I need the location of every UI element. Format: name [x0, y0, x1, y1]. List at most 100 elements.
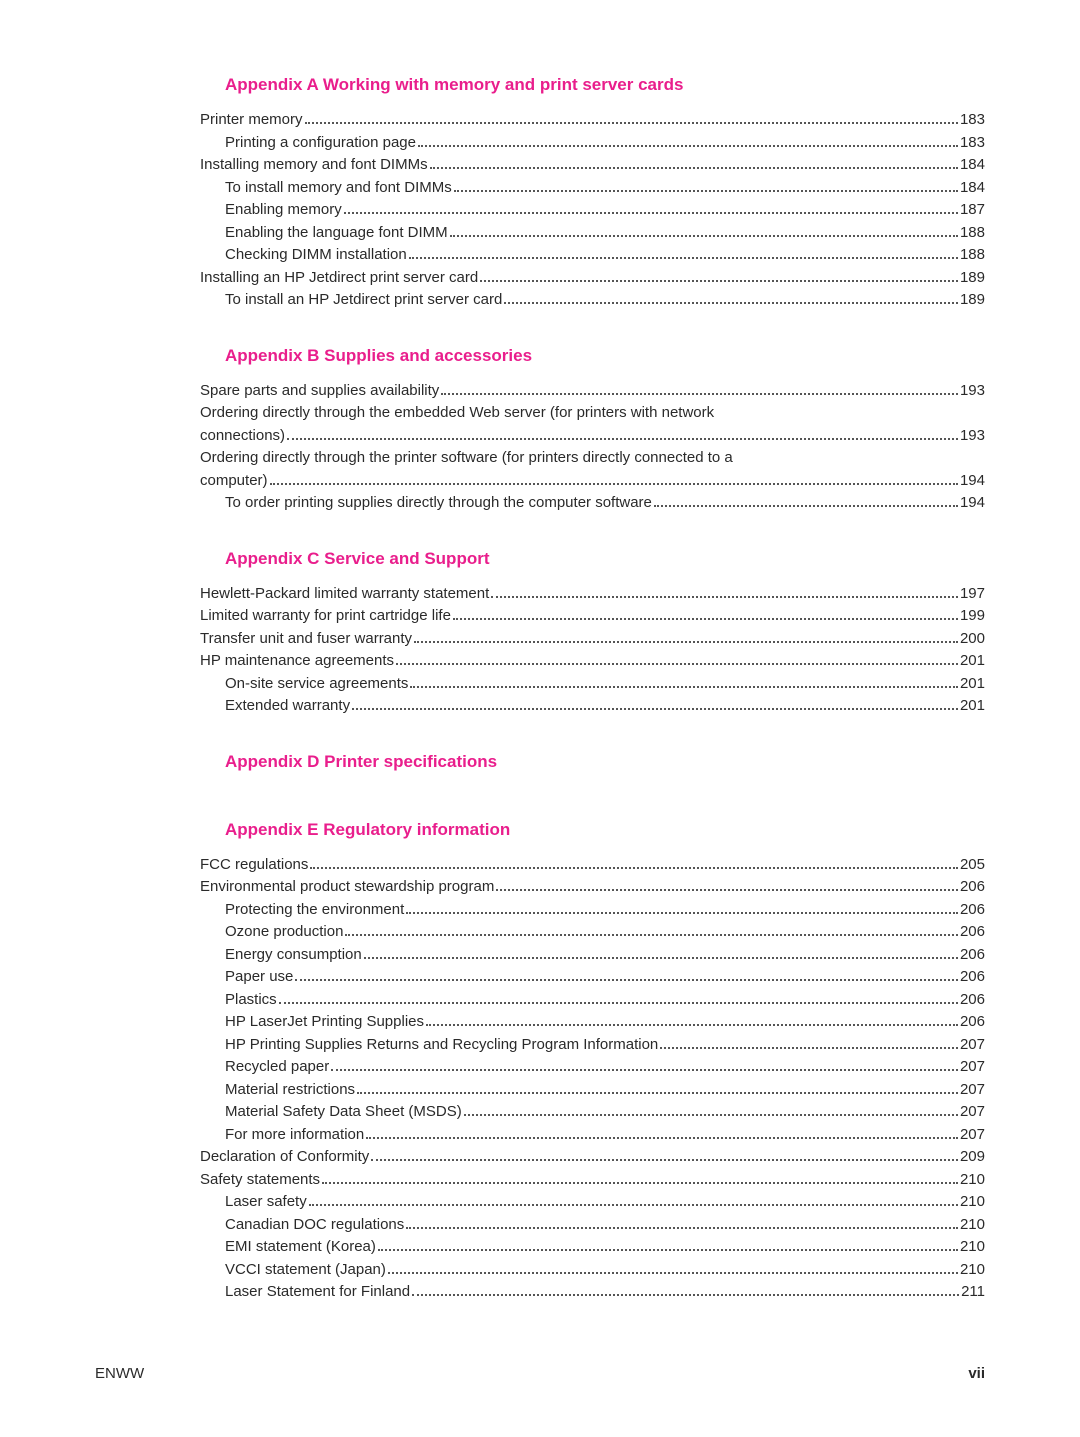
toc-entry-page: 189: [960, 289, 985, 312]
toc-entry-page: 206: [960, 1011, 985, 1034]
toc-entry[interactable]: Printing a configuration page183: [95, 132, 985, 155]
toc-entry-label: EMI statement (Korea): [225, 1236, 376, 1259]
toc-entry[interactable]: Checking DIMM installation 188: [95, 244, 985, 267]
toc-entry-page: 210: [960, 1236, 985, 1259]
toc-entry-label: Transfer unit and fuser warranty: [200, 628, 412, 651]
toc-entry[interactable]: Declaration of Conformity209: [95, 1146, 985, 1169]
toc-entry-page: 207: [960, 1124, 985, 1147]
toc-entry[interactable]: To order printing supplies directly thro…: [95, 492, 985, 515]
toc-entry-label: Enabling memory: [225, 199, 342, 222]
toc-entry[interactable]: Ozone production206: [95, 921, 985, 944]
toc-entry[interactable]: Limited warranty for print cartridge lif…: [95, 605, 985, 628]
toc-leader: [410, 686, 958, 688]
toc-entry-page: 207: [960, 1101, 985, 1124]
toc-entry[interactable]: Laser safety210: [95, 1191, 985, 1214]
toc-entry[interactable]: HP Printing Supplies Returns and Recycli…: [95, 1034, 985, 1057]
toc-entry-page: 197: [960, 583, 985, 606]
toc-entry-label: Safety statements: [200, 1169, 320, 1192]
toc-leader: [409, 257, 958, 259]
toc-leader: [496, 889, 958, 891]
toc-entry[interactable]: Paper use 206: [95, 966, 985, 989]
toc-leader: [412, 1294, 959, 1296]
toc-entry[interactable]: For more information207: [95, 1124, 985, 1147]
toc-entry[interactable]: HP maintenance agreements201: [95, 650, 985, 673]
toc-entry-page: 183: [960, 132, 985, 155]
toc-entry-page: 200: [960, 628, 985, 651]
toc-entry[interactable]: On-site service agreements201: [95, 673, 985, 696]
toc-leader: [504, 302, 958, 304]
toc-entry-label: Paper use: [225, 966, 293, 989]
toc-entry[interactable]: FCC regulations205: [95, 854, 985, 877]
toc-entry-page: 201: [960, 695, 985, 718]
toc-entry[interactable]: Environmental product stewardship progra…: [95, 876, 985, 899]
toc-entry-label: Recycled paper: [225, 1056, 329, 1079]
toc-entry-label: Installing memory and font DIMMs: [200, 154, 428, 177]
toc-entry[interactable]: Extended warranty201: [95, 695, 985, 718]
toc-entry-page: 194: [960, 470, 985, 493]
toc-entry-page: 201: [960, 650, 985, 673]
toc-leader: [660, 1047, 958, 1049]
toc-entry[interactable]: Material restrictions207: [95, 1079, 985, 1102]
toc-entry[interactable]: Ordering directly through the embedded W…: [95, 402, 985, 447]
toc-entry-label: Canadian DOC regulations: [225, 1214, 404, 1237]
toc-entry[interactable]: Spare parts and supplies availability193: [95, 380, 985, 403]
toc-entry-label: Material restrictions: [225, 1079, 355, 1102]
toc-leader: [371, 1159, 958, 1161]
toc-leader: [270, 483, 958, 485]
toc-entry[interactable]: Energy consumption206: [95, 944, 985, 967]
toc-entry-page: 206: [960, 966, 985, 989]
toc-entry-page: 206: [960, 876, 985, 899]
toc-leader: [287, 438, 958, 440]
toc-entry[interactable]: Installing memory and font DIMMs 184: [95, 154, 985, 177]
toc-leader: [396, 663, 958, 665]
toc-entry[interactable]: Plastics206: [95, 989, 985, 1012]
toc-entry[interactable]: Installing an HP Jetdirect print server …: [95, 267, 985, 290]
toc-entry[interactable]: To install an HP Jetdirect print server …: [95, 289, 985, 312]
toc-leader: [454, 190, 958, 192]
toc-leader: [388, 1272, 958, 1274]
toc-leader: [309, 1204, 958, 1206]
toc-entry[interactable]: EMI statement (Korea) 210: [95, 1236, 985, 1259]
toc-entry-label: Checking DIMM installation: [225, 244, 407, 267]
toc-entry-page: 210: [960, 1259, 985, 1282]
toc-entry-label: Declaration of Conformity: [200, 1146, 369, 1169]
toc-leader: [414, 641, 958, 643]
toc-leader: [366, 1137, 958, 1139]
toc-entry[interactable]: Transfer unit and fuser warranty 200: [95, 628, 985, 651]
toc-entry[interactable]: Safety statements 210: [95, 1169, 985, 1192]
toc-entry-label: On-site service agreements: [225, 673, 408, 696]
toc-entry-page: 184: [960, 154, 985, 177]
toc-entry[interactable]: Recycled paper 207: [95, 1056, 985, 1079]
section-heading: Appendix E Regulatory information: [95, 820, 985, 840]
toc-entry-label: FCC regulations: [200, 854, 308, 877]
toc-entry-label: Hewlett-Packard limited warranty stateme…: [200, 583, 489, 606]
toc-entry-label: VCCI statement (Japan): [225, 1259, 386, 1282]
toc-entry-label: Limited warranty for print cartridge lif…: [200, 605, 451, 628]
toc-entry-page: 207: [960, 1056, 985, 1079]
toc-entry-page: 211: [961, 1281, 985, 1304]
toc-entry[interactable]: Enabling the language font DIMM188: [95, 222, 985, 245]
toc-entry[interactable]: Hewlett-Packard limited warranty stateme…: [95, 583, 985, 606]
toc-leader: [450, 235, 958, 237]
toc-entry[interactable]: Printer memory183: [95, 109, 985, 132]
toc-entry-page: 188: [960, 244, 985, 267]
toc-entry[interactable]: Laser Statement for Finland211: [95, 1281, 985, 1304]
toc-entry[interactable]: HP LaserJet Printing Supplies206: [95, 1011, 985, 1034]
toc-entry[interactable]: Protecting the environment206: [95, 899, 985, 922]
toc-entry-label: HP Printing Supplies Returns and Recycli…: [225, 1034, 658, 1057]
toc-leader: [357, 1092, 958, 1094]
toc-leader: [295, 979, 958, 981]
toc-leader: [305, 122, 958, 124]
toc-entry[interactable]: VCCI statement (Japan) 210: [95, 1259, 985, 1282]
toc-entry[interactable]: Canadian DOC regulations210: [95, 1214, 985, 1237]
toc-leader: [344, 212, 958, 214]
toc-entry[interactable]: Material Safety Data Sheet (MSDS)207: [95, 1101, 985, 1124]
toc-entry[interactable]: Enabling memory187: [95, 199, 985, 222]
toc-entry[interactable]: Ordering directly through the printer so…: [95, 447, 985, 492]
toc-entry[interactable]: To install memory and font DIMMs184: [95, 177, 985, 200]
toc-leader: [406, 912, 958, 914]
toc-entry-page: 188: [960, 222, 985, 245]
toc-entry-page: 210: [960, 1169, 985, 1192]
section-heading: Appendix D Printer specifications: [95, 752, 985, 772]
toc-entry-page: 194: [960, 492, 985, 515]
